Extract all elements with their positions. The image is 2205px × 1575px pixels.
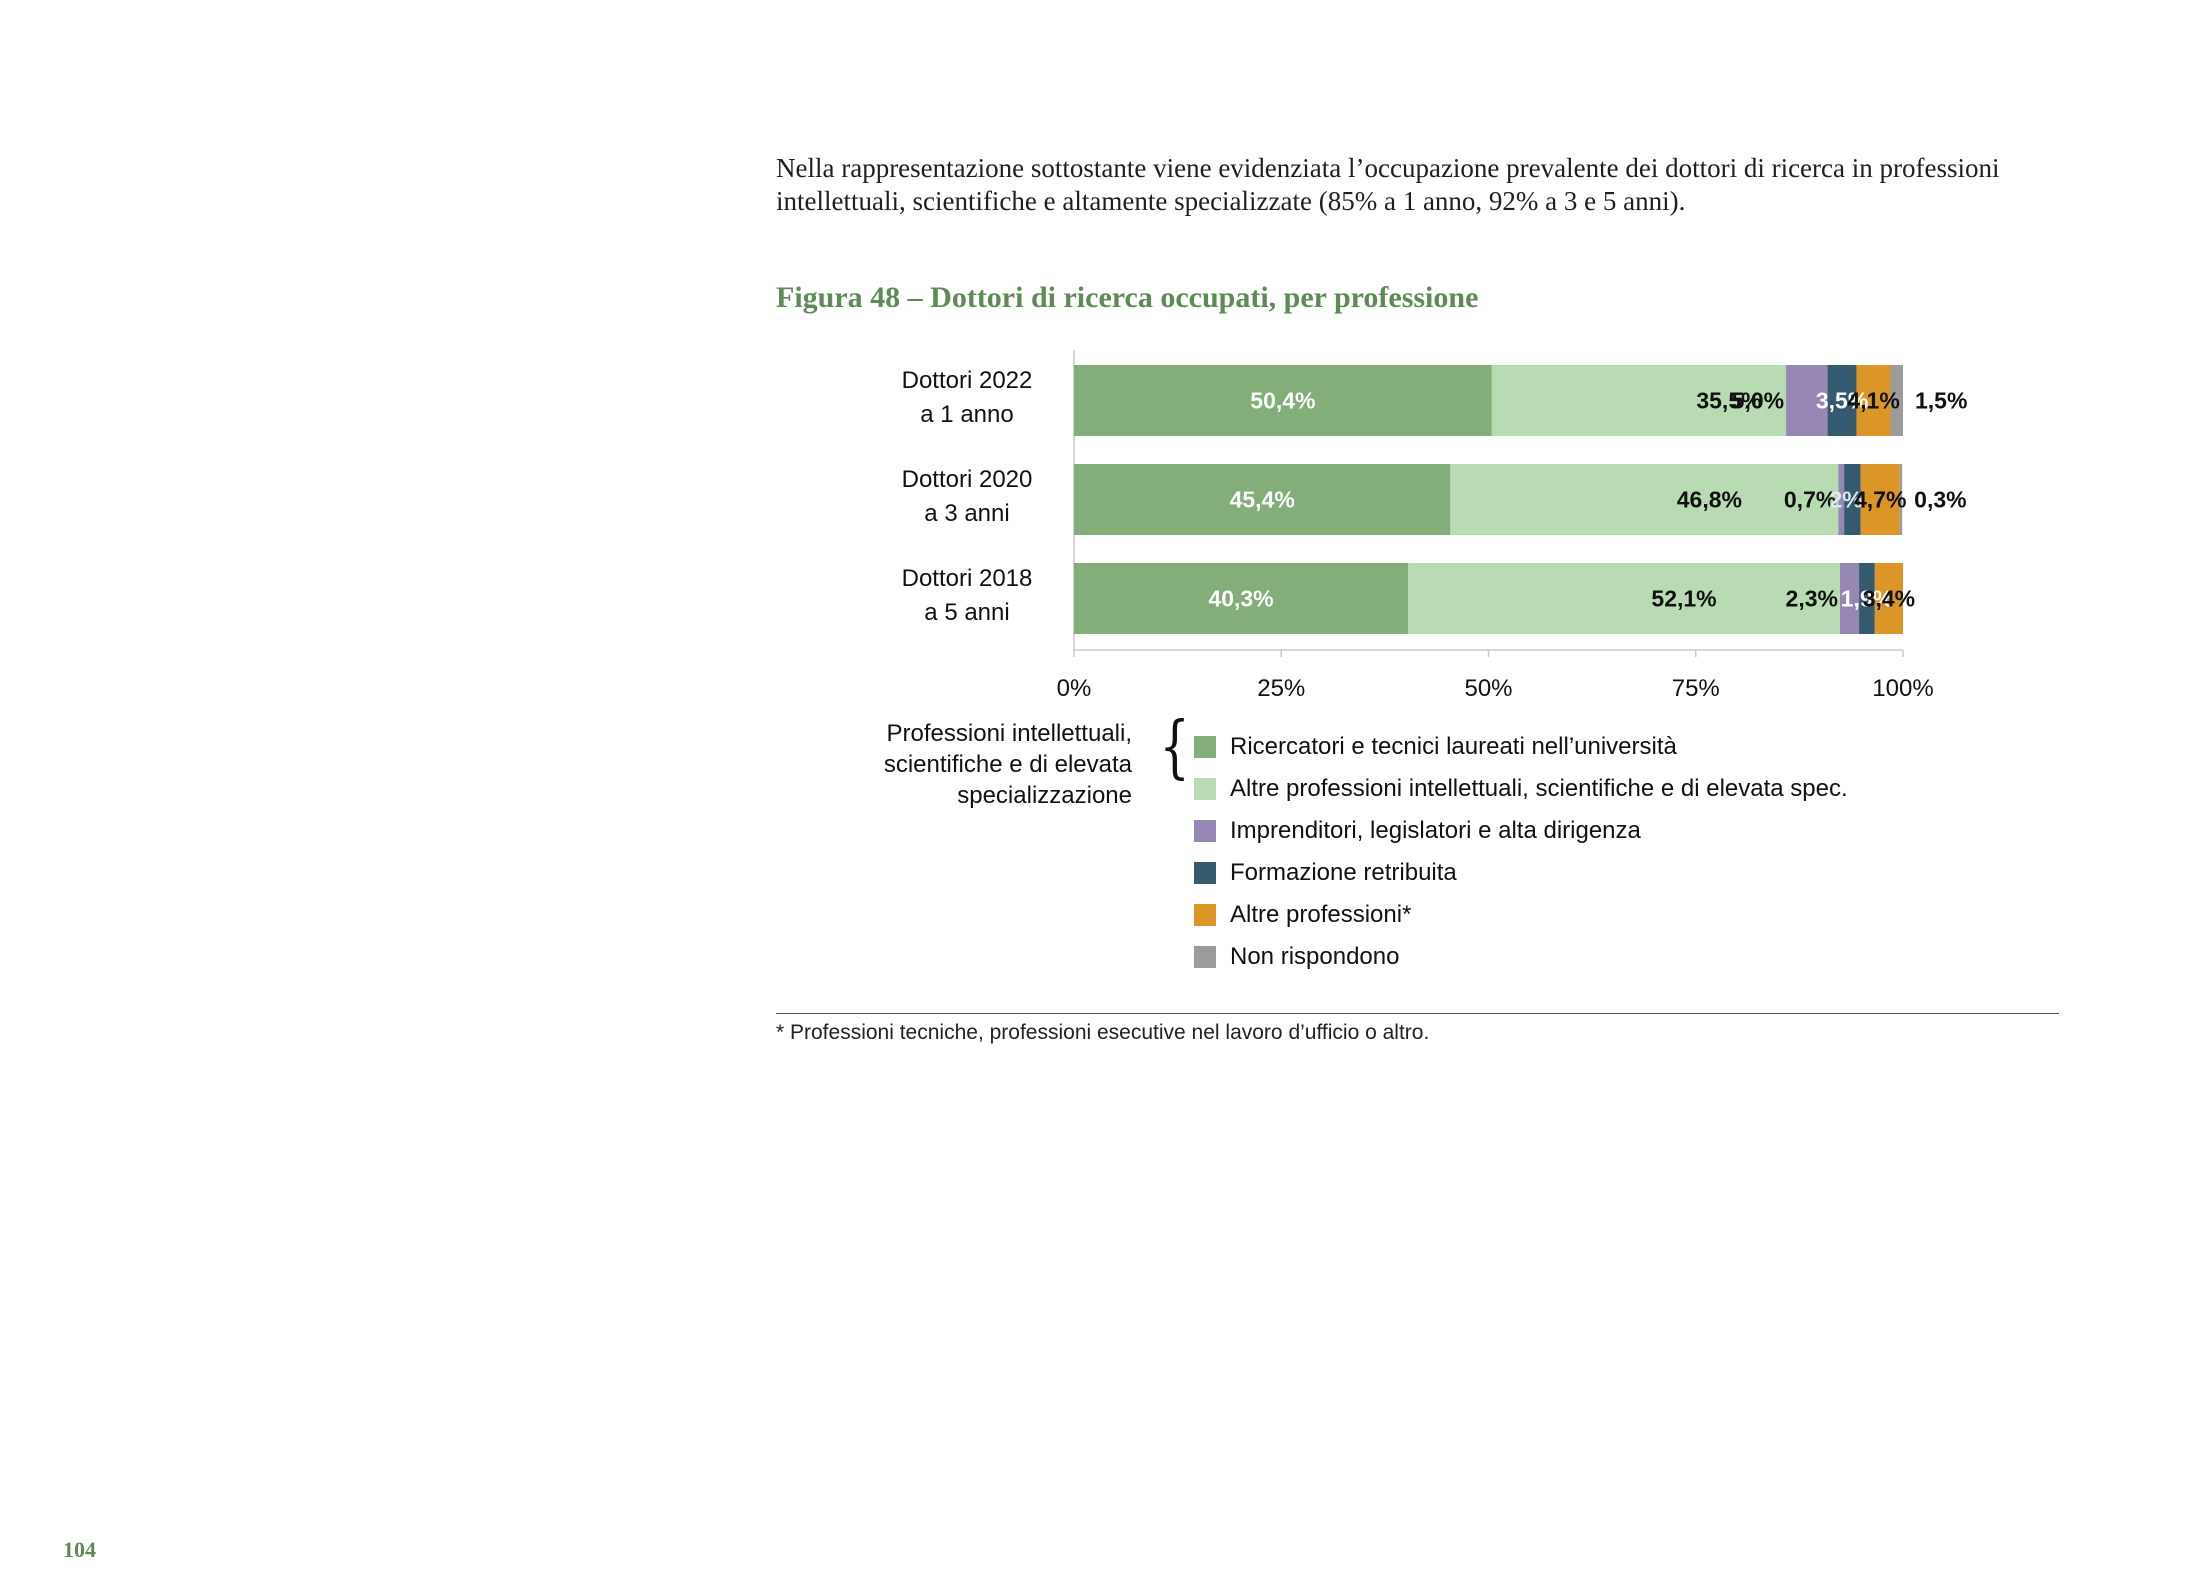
legend-swatch: [1194, 778, 1216, 800]
brace-icon: {: [1159, 708, 1190, 787]
footnote-divider: [776, 1013, 2059, 1014]
legend-swatch: [1194, 862, 1216, 884]
legend-item: Ricercatori e tecnici laureati nell’univ…: [1194, 726, 1848, 768]
bar-data-label: 52,1%: [1651, 586, 1716, 612]
bar-segment: [1408, 563, 1840, 634]
x-tick-label: 75%: [1672, 675, 1720, 702]
bar-segment: [1450, 464, 1839, 535]
bar-segment: [1874, 563, 1903, 634]
bar-data-label: 3,4%: [1863, 586, 1915, 612]
bar-data-label: 1,5%: [1915, 388, 1967, 414]
page-number: 104: [63, 1537, 96, 1562]
footnote: * Professioni tecniche, professioni esec…: [776, 1021, 1430, 1044]
figure-title: Figura 48 – Dottori di ricerca occupati,…: [776, 281, 1479, 314]
bar-data-label: 35,5%: [1696, 388, 1761, 414]
legend-swatch: [1194, 904, 1216, 926]
bar-segment: [1890, 365, 1903, 436]
bar-data-label: 50,4%: [1250, 388, 1315, 414]
bar-data-label: 40,3%: [1208, 586, 1273, 612]
bar-segment: [1844, 464, 1861, 535]
legend-item-label: Ricercatori e tecnici laureati nell’univ…: [1230, 733, 1677, 760]
bar-segment: [1838, 464, 1845, 535]
x-tick-label: 0%: [1057, 675, 1092, 702]
bar-segment: [1074, 365, 1492, 436]
legend-item: Altre professioni*: [1194, 894, 1848, 936]
category-label-2018: Dottori 2018 a 5 anni: [901, 565, 1033, 626]
legend-swatch: [1194, 736, 1216, 758]
legend: Ricercatori e tecnici laureati nell’univ…: [1194, 726, 1848, 978]
bar-data-label: 2%: [1830, 487, 1863, 513]
bar-data-label: 2,3%: [1786, 586, 1838, 612]
legend-swatch: [1194, 820, 1216, 842]
bar-segment: [1839, 563, 1860, 634]
category-label-2022: Dottori 2022 a 1 anno: [901, 367, 1033, 428]
bar-data-label: 0,3%: [1914, 487, 1966, 513]
bar-segment: [1856, 365, 1891, 436]
bar-segment: [1827, 365, 1857, 436]
x-tick-label: 25%: [1257, 675, 1305, 702]
bar-data-label: 1,9%: [1841, 586, 1893, 612]
bar-segment: [1074, 563, 1409, 634]
legend-item-label: Formazione retribuita: [1230, 859, 1457, 886]
bar-segment: [1491, 365, 1787, 436]
bar-segment: [1786, 365, 1828, 436]
legend-item-label: Altre professioni*: [1230, 901, 1412, 928]
intro-paragraph: Nella rappresentazione sottostante viene…: [776, 153, 2000, 216]
legend-item: Imprenditori, legislatori e alta dirigen…: [1194, 810, 1848, 852]
bar-data-label: 5,0%: [1732, 388, 1784, 414]
x-tick-label: 50%: [1464, 675, 1512, 702]
bar-data-label: 4,7%: [1854, 487, 1906, 513]
bar-data-label: 0,7%: [1784, 487, 1836, 513]
bar-segment: [1860, 464, 1900, 535]
legend-item: Formazione retribuita: [1194, 852, 1848, 894]
legend-item-label: Non rispondono: [1230, 943, 1400, 970]
bar-data-label: 45,4%: [1230, 487, 1295, 513]
bar-segment: [1859, 563, 1875, 634]
bar-segment: [1899, 464, 1903, 535]
bar-segment: [1074, 464, 1451, 535]
legend-item-label: Altre professioni intellettuali, scienti…: [1230, 775, 1848, 802]
bar-data-label: 46,8%: [1677, 487, 1742, 513]
legend-swatch: [1194, 946, 1216, 968]
legend-item-label: Imprenditori, legislatori e alta dirigen…: [1230, 817, 1641, 844]
bar-data-label: 3,5%: [1816, 388, 1868, 414]
bar-data-label: 4,1%: [1847, 388, 1899, 414]
legend-item: Altre professioni intellettuali, scienti…: [1194, 768, 1848, 810]
legend-group-label: Professioni intellettuali, scientifiche …: [883, 720, 1132, 809]
x-tick-label: 100%: [1872, 675, 1933, 702]
category-label-2020: Dottori 2020 a 3 anni: [901, 466, 1033, 527]
legend-item: Non rispondono: [1194, 936, 1848, 978]
